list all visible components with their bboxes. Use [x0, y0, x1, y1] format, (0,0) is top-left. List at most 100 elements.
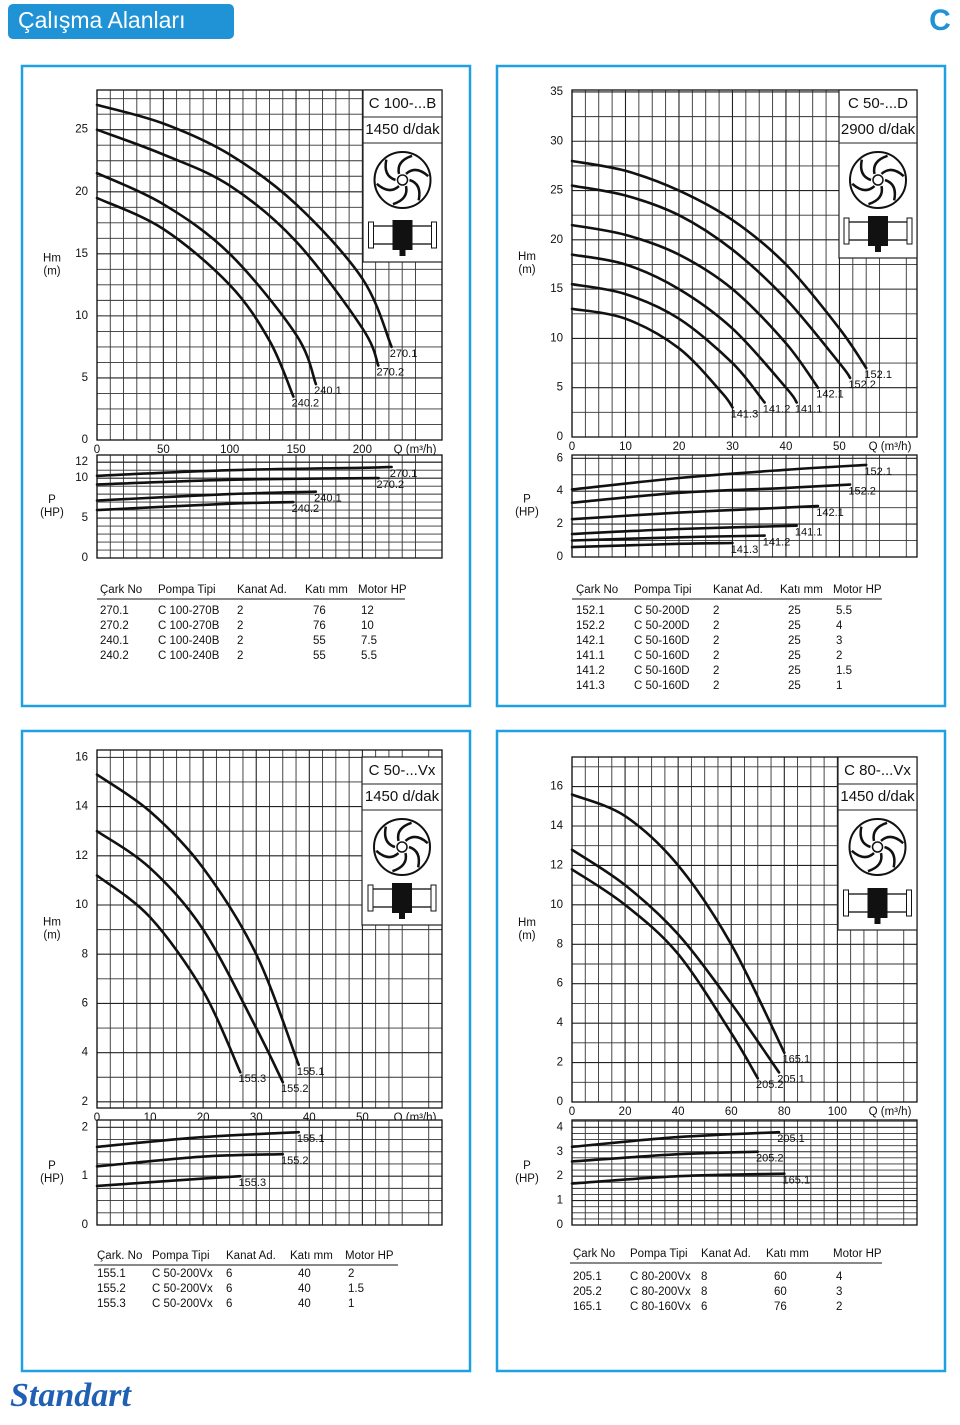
impeller-vane	[392, 185, 408, 206]
table-cell: 165.1	[573, 1301, 602, 1313]
y-axis-label: (m)	[518, 264, 535, 276]
table-cell: 141.1	[576, 650, 605, 662]
impeller-vane	[859, 826, 871, 849]
x-tick-label: 20	[673, 441, 686, 453]
table-cell: 142.1	[576, 635, 605, 647]
curve-label: 141.2	[763, 537, 791, 549]
pump-core	[867, 888, 888, 918]
curve-label: 141.1	[795, 527, 823, 539]
curve	[570, 793, 786, 1054]
plot-frame	[96, 749, 443, 1109]
curve	[570, 504, 820, 521]
pump-flange	[843, 889, 849, 917]
y-tick-label: 14	[550, 820, 563, 832]
y-tick-label: 12	[550, 859, 563, 871]
y-tick-label: 6	[557, 452, 563, 464]
curve	[95, 476, 380, 486]
table-cell: 2	[713, 650, 719, 662]
curve-label: 165.1	[783, 1175, 811, 1187]
pump-flange	[906, 889, 912, 917]
curve-label: 270.2	[377, 479, 405, 491]
y-tick-label: 2	[82, 1121, 88, 1133]
curve-label: 141.1	[795, 403, 823, 415]
y-tick-label: 10	[75, 472, 88, 484]
table-cell: 8	[701, 1286, 707, 1298]
impeller-vane	[880, 835, 905, 845]
table-cell: 3	[836, 635, 842, 647]
curve	[95, 465, 393, 478]
table-cell: C 50-200Vx	[152, 1268, 213, 1280]
curve-label: 155.3	[239, 1177, 267, 1189]
table-cell: 5.5	[836, 605, 852, 617]
y-tick-label: 4	[82, 1047, 89, 1059]
curve	[570, 868, 760, 1080]
pump-flange	[430, 884, 437, 912]
table-cell: C 50-160D	[634, 650, 690, 662]
plot-frame	[96, 89, 443, 441]
curve-label: 141.3	[731, 408, 759, 420]
y-axis-label: (m)	[43, 266, 60, 278]
y-tick-label: 6	[557, 978, 563, 990]
table-header: Kanat Ad.	[713, 584, 763, 596]
pump-shaft	[875, 240, 881, 252]
curve	[95, 1174, 242, 1188]
table-cell: 6	[226, 1268, 232, 1280]
curve-label: 152.2	[848, 379, 876, 391]
y-tick-label: 4	[557, 1121, 564, 1133]
table-cell: 205.1	[573, 1271, 602, 1283]
table-cell: C 80-200Vx	[630, 1286, 691, 1298]
impeller	[373, 818, 431, 876]
x-tick-label: 40	[672, 1106, 685, 1118]
curve	[570, 524, 798, 536]
y-axis-label: P	[48, 1160, 56, 1172]
table-cell: 25	[788, 665, 801, 677]
table-header: Katı mm	[780, 584, 823, 596]
y-tick-label: 8	[82, 948, 88, 960]
curve	[570, 307, 734, 409]
y-tick-label: 16	[75, 751, 88, 763]
x-tick-label: 150	[286, 444, 305, 456]
curve-label: 152.2	[848, 486, 876, 498]
y-tick-label: 0	[557, 1219, 563, 1231]
curve-label: 141.3	[731, 544, 759, 556]
impeller-vane	[859, 159, 872, 182]
curve-label: 152.1	[864, 369, 892, 381]
curve-label: 155.1	[297, 1133, 325, 1145]
y-tick-label: 0	[557, 551, 563, 563]
x-tick-label: 20	[619, 1106, 632, 1118]
y-tick-label: 10	[75, 310, 88, 322]
model-speed: 2900 d/dak	[841, 121, 916, 138]
impeller-hub	[396, 841, 408, 853]
x-tick-label: 50	[157, 444, 170, 456]
y-axis-label: (m)	[518, 930, 535, 942]
impeller-vane	[884, 845, 896, 868]
table-cell: 2	[237, 650, 243, 662]
curve	[570, 463, 868, 491]
curve-label: 270.1	[390, 468, 418, 480]
table-header: Çark No	[573, 1248, 615, 1260]
x-axis-label: Q (m³/h)	[869, 1106, 912, 1118]
table-cell: 2	[237, 605, 243, 617]
y-tick-label: 0	[82, 434, 88, 446]
impeller-vane	[880, 168, 905, 178]
table-cell: 10	[361, 620, 374, 632]
table-header: Çark. No	[97, 1250, 142, 1262]
x-tick-label: 100	[220, 444, 239, 456]
impeller-vane	[867, 852, 883, 873]
curve	[570, 483, 852, 504]
curve	[570, 1150, 760, 1163]
table-cell: 270.1	[100, 605, 129, 617]
table-cell: 205.2	[573, 1286, 602, 1298]
y-tick-label: 15	[550, 283, 563, 295]
panel-frame	[495, 64, 947, 708]
table-header: Motor HP	[345, 1250, 394, 1262]
table-header: Pompa Tipi	[152, 1250, 210, 1262]
plot-frame	[96, 1119, 443, 1226]
curve-label: 141.2	[763, 403, 791, 415]
x-axis-label: Q (m³/h)	[394, 444, 437, 456]
impeller-hub	[872, 174, 884, 186]
curve	[570, 1172, 786, 1185]
impeller-vane	[404, 835, 429, 845]
curve-label: 270.1	[390, 348, 418, 360]
